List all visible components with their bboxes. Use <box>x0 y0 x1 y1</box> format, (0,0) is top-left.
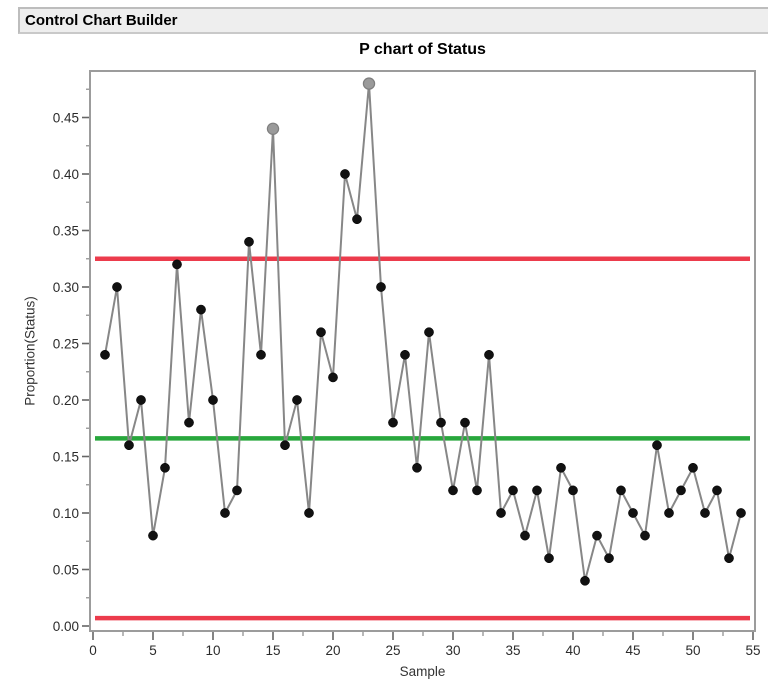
data-point-marker[interactable] <box>160 462 170 473</box>
y-tick-label: 0.05 <box>53 563 79 578</box>
y-tick-label: 0.30 <box>53 280 79 295</box>
y-tick-label: 0.25 <box>53 337 79 352</box>
data-point-marker[interactable] <box>172 259 182 270</box>
x-tick-label: 25 <box>385 643 400 658</box>
data-point-marker[interactable] <box>280 440 290 451</box>
data-point-marker[interactable] <box>592 530 602 541</box>
data-point-marker[interactable] <box>652 440 662 451</box>
chart-title: P chart of Status <box>359 41 486 58</box>
data-point-marker[interactable] <box>436 417 446 428</box>
data-point-marker[interactable] <box>736 508 746 518</box>
y-tick-label: 0.10 <box>53 506 79 521</box>
y-tick-label: 0.20 <box>53 393 79 408</box>
data-point-marker[interactable] <box>352 214 362 225</box>
data-point-marker[interactable] <box>292 395 302 405</box>
data-point-marker[interactable] <box>148 530 158 541</box>
data-point-marker[interactable] <box>724 553 734 564</box>
data-point-marker[interactable] <box>664 508 674 518</box>
data-point-marker[interactable] <box>136 395 146 405</box>
data-point-marker[interactable] <box>544 553 554 564</box>
data-point-marker[interactable] <box>328 372 338 383</box>
outline-node-header[interactable]: Control Chart Builder <box>18 7 768 34</box>
x-tick-label: 50 <box>685 643 700 658</box>
data-point-marker[interactable] <box>616 485 626 496</box>
data-point-marker[interactable] <box>220 508 230 518</box>
y-tick-label: 0.00 <box>53 619 79 634</box>
y-tick-label: 0.15 <box>53 450 79 465</box>
data-point-marker[interactable] <box>208 395 218 405</box>
data-point-marker[interactable] <box>184 417 194 428</box>
data-point-marker[interactable] <box>256 349 266 360</box>
data-point-marker[interactable] <box>316 327 326 338</box>
data-point-marker[interactable] <box>484 349 494 360</box>
data-point-marker[interactable] <box>424 327 434 338</box>
data-point-marker[interactable] <box>520 530 530 541</box>
data-point-marker[interactable] <box>400 349 410 360</box>
y-tick-label: 0.45 <box>53 111 79 126</box>
data-point-marker[interactable] <box>580 575 590 586</box>
y-axis-title: Proportion(Status) <box>22 296 38 406</box>
data-point-marker[interactable] <box>712 485 722 496</box>
data-point-marker[interactable] <box>376 282 386 292</box>
x-tick-label: 0 <box>89 643 97 658</box>
data-point-marker[interactable] <box>100 349 110 360</box>
y-tick-label: 0.35 <box>53 224 79 239</box>
x-tick-label: 55 <box>745 643 760 658</box>
x-tick-label: 15 <box>265 643 280 658</box>
data-point-marker[interactable] <box>460 417 470 428</box>
data-point-marker[interactable] <box>496 508 506 518</box>
data-point-marker[interactable] <box>640 530 650 541</box>
plot-frame <box>89 70 756 632</box>
data-point-marker[interactable] <box>508 485 518 496</box>
x-tick-label: 40 <box>565 643 580 658</box>
data-point-marker[interactable] <box>472 485 482 496</box>
data-point-marker[interactable] <box>568 485 578 496</box>
series-line <box>104 82 742 582</box>
x-axis-title: Sample <box>399 664 446 679</box>
data-point-marker-out-of-limit[interactable] <box>266 122 280 136</box>
data-point-marker[interactable] <box>112 282 122 292</box>
x-tick-label: 5 <box>149 643 157 658</box>
x-tick-label: 20 <box>325 643 340 658</box>
data-point-marker[interactable] <box>700 508 710 518</box>
data-point-marker[interactable] <box>676 485 686 496</box>
y-tick-label: 0.40 <box>53 167 79 182</box>
data-point-marker-out-of-limit[interactable] <box>362 77 376 90</box>
x-tick-label: 45 <box>625 643 640 658</box>
outline-node-title: Control Chart Builder <box>25 12 178 29</box>
data-point-marker[interactable] <box>244 236 254 247</box>
data-point-marker[interactable] <box>304 508 314 518</box>
x-tick-label: 30 <box>445 643 460 658</box>
data-point-marker[interactable] <box>628 508 638 518</box>
data-point-marker[interactable] <box>124 440 134 451</box>
data-point-marker[interactable] <box>604 553 614 564</box>
data-point-marker[interactable] <box>340 169 350 179</box>
x-tick-label: 10 <box>205 643 220 658</box>
data-point-marker[interactable] <box>412 462 422 473</box>
data-point-marker[interactable] <box>688 462 698 473</box>
data-point-marker[interactable] <box>388 417 398 428</box>
data-point-marker[interactable] <box>196 304 206 315</box>
data-point-marker[interactable] <box>448 485 458 496</box>
data-point-marker[interactable] <box>556 462 566 473</box>
x-tick-label: 35 <box>505 643 520 658</box>
data-point-marker[interactable] <box>532 485 542 496</box>
data-point-marker[interactable] <box>232 485 242 496</box>
